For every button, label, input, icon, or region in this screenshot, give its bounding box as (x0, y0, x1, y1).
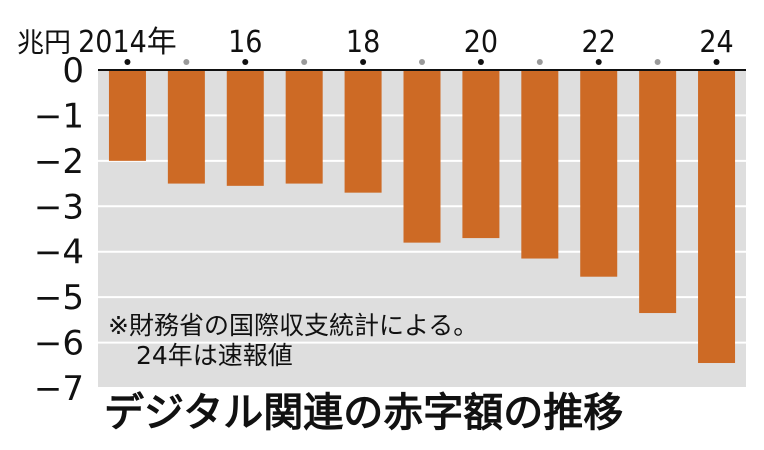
x-tick-marker (419, 59, 425, 65)
x-tick-marker (183, 59, 190, 65)
bars (108, 70, 736, 364)
y-tick-label: −5 (34, 278, 84, 318)
y-tick-label: −2 (34, 142, 84, 182)
y-ticks: 0 −1 −2 −3 −4 −5 −6 −7 (34, 51, 84, 409)
source-note: ※財務省の国際収支統計による。 24年は速報値 (108, 311, 486, 370)
x-tick-label: 18 (346, 25, 380, 60)
x-markers (124, 59, 720, 65)
y-tick-label: −1 (34, 96, 84, 136)
x-tick-label: 22 (582, 25, 616, 60)
y-tick-label: −6 (34, 324, 84, 364)
y-tick-label: −7 (34, 369, 84, 409)
x-ticks: 2014年 16 18 20 22 24 (78, 25, 734, 60)
bar-2015 (167, 70, 205, 184)
x-tick-marker (360, 59, 367, 65)
x-tick-label: 20 (464, 25, 498, 60)
x-tick-marker (124, 59, 131, 65)
x-tick-label: 24 (699, 25, 733, 60)
bar-2016 (226, 70, 264, 186)
x-tick-marker (595, 59, 602, 65)
x-tick-marker (477, 59, 484, 65)
source-note-line-2: 24年は速報値 (136, 341, 293, 370)
x-tick-marker (536, 59, 543, 65)
x-tick-label: 2014年 (78, 25, 177, 60)
y-tick-label: 0 (62, 51, 84, 91)
bar-2024 (698, 70, 736, 364)
bar-2018 (344, 70, 382, 193)
bar-2014 (108, 70, 146, 161)
source-note-line-1: ※財務省の国際収支統計による。 (108, 311, 478, 340)
y-tick-label: −3 (34, 187, 84, 227)
bar-2020 (462, 70, 500, 239)
x-tick-marker (713, 59, 720, 65)
y-tick-label: −4 (34, 233, 84, 273)
x-tick-marker (301, 59, 308, 65)
chart-title: デジタル関連の赤字額の推移 (104, 390, 623, 436)
bar-2017 (285, 70, 323, 184)
x-tick-marker (242, 59, 249, 65)
bar-2023 (639, 70, 677, 314)
x-tick-label: 16 (228, 25, 262, 60)
bar-2022 (580, 70, 618, 277)
unit-label: 兆円 (17, 28, 71, 59)
bar-2021 (521, 70, 559, 259)
x-tick-marker (654, 59, 661, 65)
bar-2019 (403, 70, 441, 243)
